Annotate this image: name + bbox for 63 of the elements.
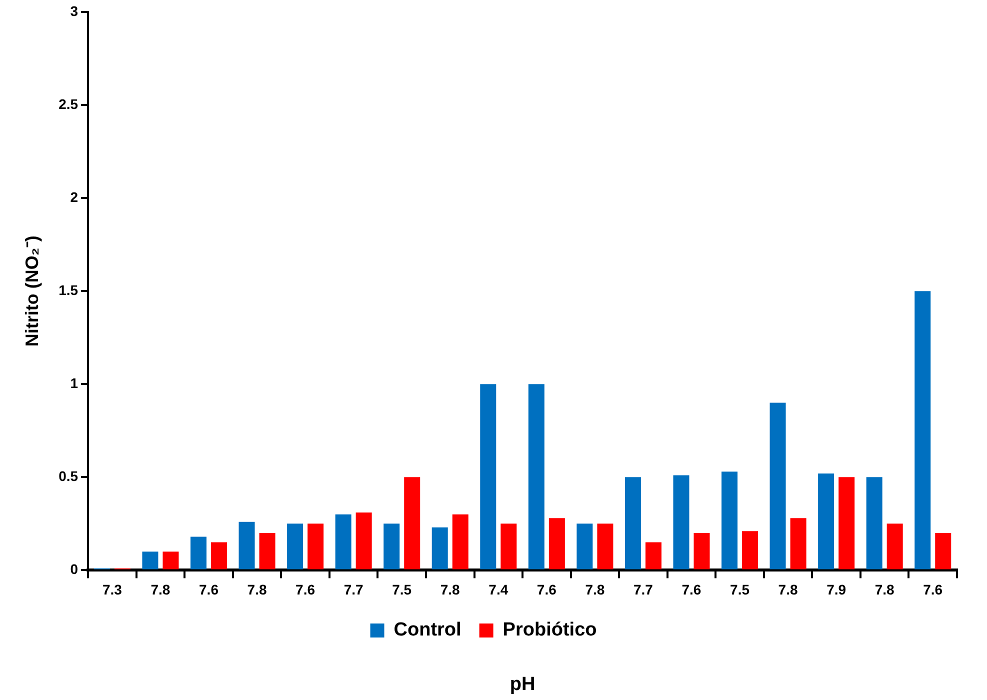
bar xyxy=(673,475,690,570)
bar xyxy=(308,524,324,570)
y-tick-label: 0.5 xyxy=(58,468,78,484)
x-tick-label: 7.4 xyxy=(488,581,508,598)
bar xyxy=(694,532,710,570)
x-tick-label: 7.9 xyxy=(826,581,846,598)
x-tick-label: 7.8 xyxy=(247,581,267,598)
bar xyxy=(142,552,158,570)
bar xyxy=(645,542,662,570)
bar xyxy=(624,477,641,570)
bar xyxy=(914,291,931,570)
bar xyxy=(742,531,758,570)
y-tick-label: 1 xyxy=(70,374,78,391)
x-tick-label: 7.6 xyxy=(536,581,557,598)
x-tick-label: 7.7 xyxy=(633,581,654,598)
bar xyxy=(162,552,179,570)
bar xyxy=(287,524,304,570)
x-tick-label: 7.8 xyxy=(874,581,895,598)
legend-label: Control xyxy=(394,620,462,641)
bar xyxy=(480,384,496,570)
bar xyxy=(190,536,206,570)
bar xyxy=(866,477,882,570)
y-tick-label: 2.5 xyxy=(58,96,78,112)
bar xyxy=(500,524,517,570)
bar xyxy=(211,542,228,570)
bar xyxy=(259,532,276,570)
bar xyxy=(432,527,448,570)
x-tick-label: 7.6 xyxy=(296,581,316,598)
x-tick-label: 7.8 xyxy=(778,581,798,598)
bar xyxy=(238,522,255,570)
bar xyxy=(384,524,400,570)
x-tick-label: 7.8 xyxy=(150,581,170,598)
x-tick-label: 7.6 xyxy=(923,581,943,598)
y-tick-label: 1.5 xyxy=(58,282,78,298)
bar xyxy=(722,472,738,570)
x-tick-label: 7.5 xyxy=(730,581,750,598)
legend-label: Probiótico xyxy=(502,620,597,641)
y-axis-title: Nitrito (NO₂⁻) xyxy=(22,236,42,347)
x-tick-label: 7.8 xyxy=(585,581,605,598)
bar xyxy=(886,524,903,570)
bar xyxy=(528,384,544,570)
x-axis-title: pH xyxy=(510,674,536,696)
x-tick-label: 7.7 xyxy=(344,581,364,598)
x-tick-label: 7.3 xyxy=(102,581,122,598)
x-tick-label: 7.6 xyxy=(682,581,702,598)
bar xyxy=(770,402,786,570)
y-tick-label: 2 xyxy=(70,188,78,205)
y-tick-label: 0 xyxy=(70,561,78,578)
bar xyxy=(597,524,614,570)
bar xyxy=(548,518,565,570)
x-tick-label: 7.6 xyxy=(199,581,219,598)
bar xyxy=(790,518,806,570)
bar xyxy=(452,514,468,570)
bar xyxy=(935,532,952,570)
bar xyxy=(335,514,352,570)
bar xyxy=(404,477,420,570)
x-tick-label: 7.8 xyxy=(440,581,460,598)
x-tick-label: 7.5 xyxy=(392,581,412,598)
bar xyxy=(356,512,372,570)
bar xyxy=(838,477,855,570)
y-tick-label: 3 xyxy=(70,2,78,19)
bar xyxy=(576,524,593,570)
bar xyxy=(818,473,834,570)
